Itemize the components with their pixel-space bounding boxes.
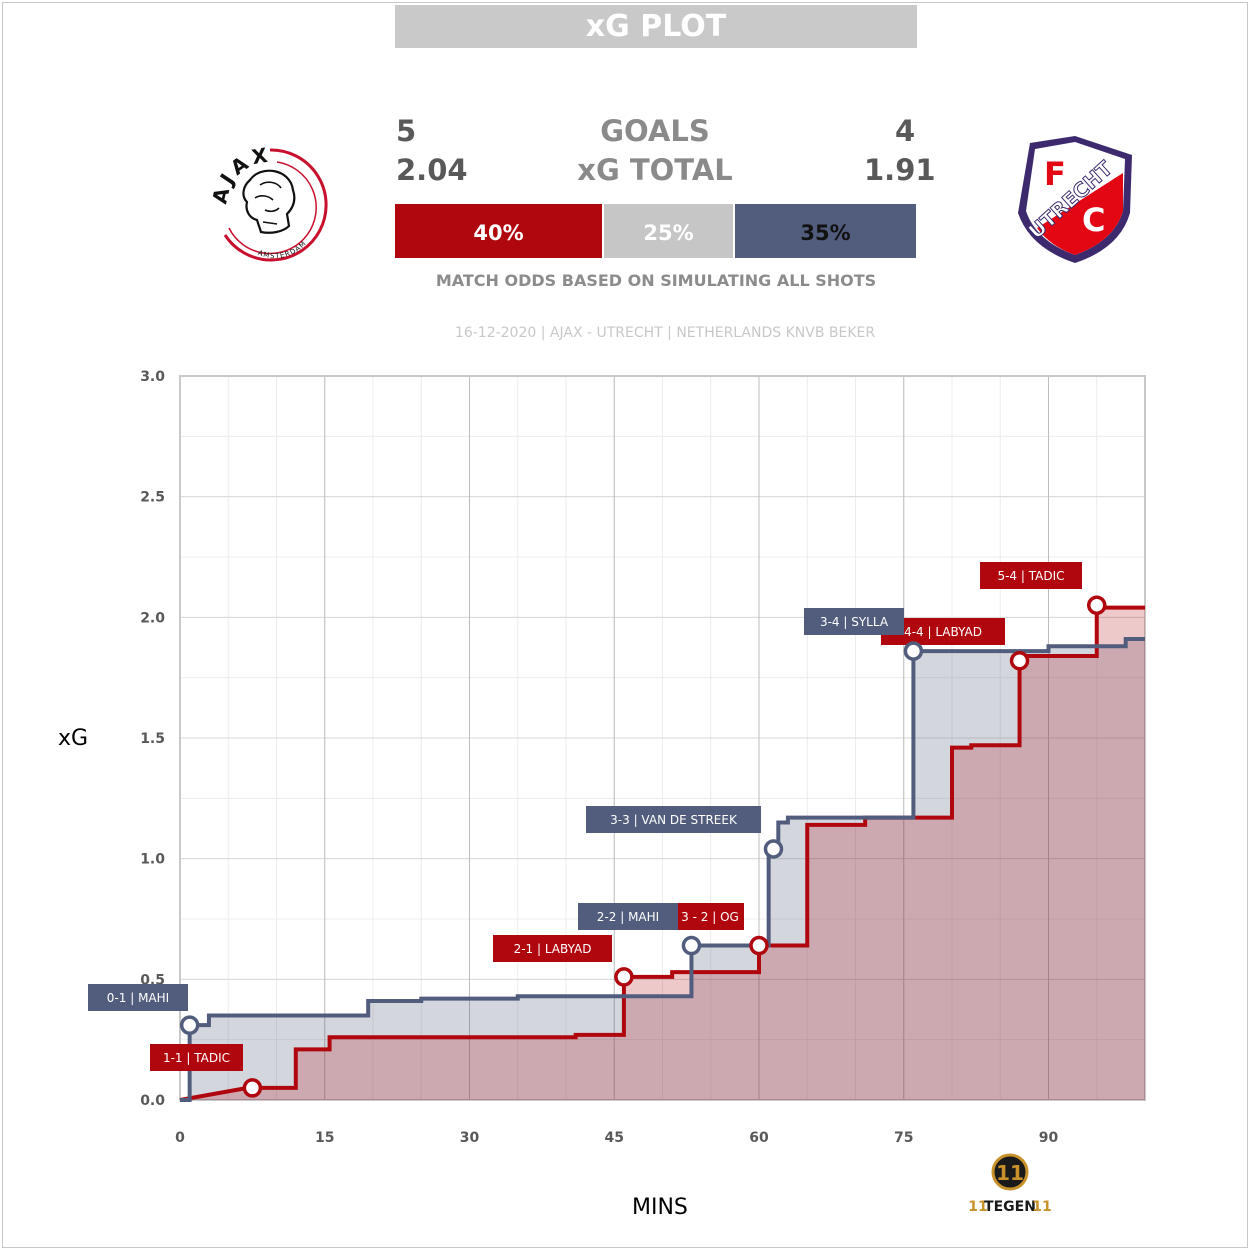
goal-label-box	[578, 903, 678, 930]
ajax-logo: AJAX AMSTERDAM	[207, 142, 328, 262]
tegen-logo-mark: 11	[996, 1161, 1024, 1185]
y-tick-label: 1.0	[140, 852, 165, 868]
odds-home: 40%	[395, 204, 602, 258]
goal-label: 2-2 | MAHI	[597, 910, 659, 924]
away-goals: 4	[895, 114, 916, 148]
plot-title: xG PLOT	[395, 5, 917, 48]
odds-note: MATCH ODDS BASED ON SIMULATING ALL SHOTS	[435, 271, 877, 290]
x-axis-title: MINS	[632, 1195, 688, 1220]
away-area	[180, 639, 1145, 1100]
away-goal-marker	[179, 1015, 200, 1035]
y-tick-label: 0.0	[140, 1093, 165, 1109]
utrecht-logo-f: F	[1044, 155, 1066, 193]
home-goal-marker	[242, 1078, 263, 1098]
utrecht-logo-c: C	[1082, 201, 1105, 239]
y-tick-label: 2.0	[140, 610, 165, 626]
tegen-logo-mark-left: 11	[968, 1199, 987, 1215]
tegen-logo: 11 11 TEGEN 11	[968, 1153, 1052, 1215]
home-goal-marker	[1009, 651, 1030, 671]
y-tick-label: 2.5	[140, 490, 165, 506]
x-tick-label: 0	[175, 1130, 185, 1146]
home-area	[180, 607, 1145, 1100]
x-tick-label: 30	[460, 1130, 480, 1146]
goal-label: 3 - 2 | OG	[681, 910, 739, 924]
home-xg: 2.04	[396, 153, 468, 187]
goal-label-box	[586, 806, 761, 833]
tegen-logo-mark-right: 11	[1032, 1199, 1051, 1215]
away-goal-marker	[763, 839, 784, 859]
utrecht-logo: F C UTRECHT	[1018, 136, 1132, 263]
odds-draw: 25%	[604, 204, 733, 258]
odds-away: 35%	[735, 204, 916, 258]
x-tick-label: 45	[605, 1130, 624, 1146]
plot-border	[179, 375, 1146, 1101]
tegen-logo-word: TEGEN	[984, 1199, 1036, 1215]
away-goal-marker	[681, 935, 702, 956]
goal-label-box	[150, 1044, 243, 1071]
x-tick-label: 75	[894, 1130, 913, 1146]
goal-label-box	[804, 608, 904, 635]
goals-label: GOALS	[600, 114, 710, 148]
goal-label-box	[493, 935, 612, 962]
goal-label: 2-1 | LABYAD	[514, 942, 592, 956]
away-xg: 1.91	[864, 153, 936, 187]
goal-label: 3-4 | SYLLA	[820, 615, 889, 629]
goal-label: 0-1 | MAHI	[107, 991, 169, 1005]
y-axis-title: xG	[58, 726, 89, 751]
y-tick-label: 1.5	[140, 731, 165, 747]
x-tick-label: 15	[315, 1130, 334, 1146]
x-tick-label: 60	[749, 1130, 769, 1146]
goal-label-box	[88, 984, 188, 1011]
goal-label-box	[980, 562, 1082, 589]
x-tick-label: 90	[1039, 1130, 1059, 1146]
goal-label: 5-4 | TADIC	[997, 569, 1064, 583]
match-info: 16-12-2020 | AJAX - UTRECHT | NETHERLAND…	[454, 325, 876, 341]
goal-label: 4-4 | LABYAD	[904, 625, 982, 639]
goal-label: 3-3 | VAN DE STREEK	[610, 813, 738, 827]
home-goal-marker	[1087, 595, 1107, 616]
home-goals: 5	[396, 114, 417, 148]
xg-total-label: xG TOTAL	[577, 153, 733, 187]
home-goal-marker	[749, 935, 769, 956]
goal-label: 1-1 | TADIC	[163, 1051, 230, 1065]
goal-label-box	[676, 903, 744, 930]
home-goal-marker	[614, 967, 634, 987]
away-xg-line	[180, 637, 1145, 1102]
y-tick-label: 3.0	[140, 369, 165, 385]
away-goal-marker	[903, 641, 924, 661]
